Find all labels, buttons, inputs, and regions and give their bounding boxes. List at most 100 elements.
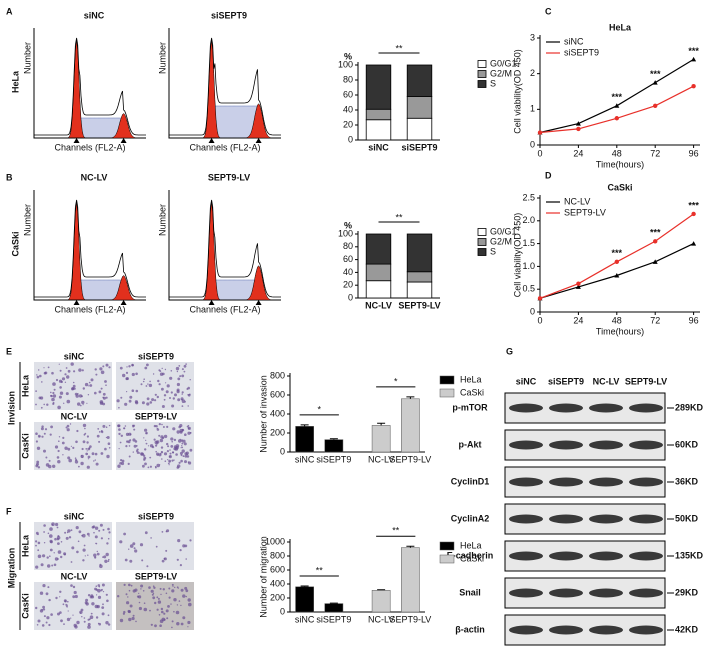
cell xyxy=(131,372,135,377)
cell xyxy=(71,546,75,550)
cell xyxy=(160,435,164,439)
bar-segment xyxy=(406,233,433,273)
cell xyxy=(57,449,60,453)
cell xyxy=(145,442,148,445)
cell xyxy=(157,597,160,600)
cell xyxy=(177,539,181,543)
cell xyxy=(48,598,51,602)
cell xyxy=(143,602,146,604)
cell xyxy=(51,371,54,375)
cell xyxy=(100,537,103,540)
cell xyxy=(53,388,56,391)
lane-label: siNC xyxy=(516,376,537,386)
cell xyxy=(125,445,128,448)
cell xyxy=(102,396,106,400)
cell xyxy=(51,564,54,567)
cell xyxy=(36,374,38,376)
cell xyxy=(82,559,85,562)
cell xyxy=(161,451,163,453)
cell xyxy=(129,604,133,608)
cell xyxy=(183,370,186,373)
cell xyxy=(156,608,159,611)
x-tick-label: 96 xyxy=(689,315,699,325)
cell xyxy=(187,626,189,628)
cell xyxy=(155,450,157,453)
cell xyxy=(140,383,143,386)
cell xyxy=(49,555,51,557)
point xyxy=(614,273,620,278)
cell xyxy=(153,438,156,441)
cell xyxy=(179,375,182,378)
sig-label: *** xyxy=(650,228,661,238)
cell xyxy=(100,370,105,375)
band xyxy=(549,625,583,635)
y-tick-label: 2.0 xyxy=(522,215,535,225)
sig-label: * xyxy=(394,376,398,386)
cell xyxy=(57,542,60,545)
cell xyxy=(176,382,180,387)
cell xyxy=(94,452,98,456)
cell xyxy=(46,556,49,559)
legend-label: siNC xyxy=(564,36,584,46)
cell xyxy=(65,392,69,396)
flow-x-label: Channels (FL2-A) xyxy=(54,142,125,152)
cell xyxy=(65,604,68,607)
cell xyxy=(73,370,76,373)
size-label: 36KD xyxy=(675,476,699,486)
cell xyxy=(126,391,128,393)
cell xyxy=(106,599,109,603)
cell xyxy=(50,391,52,394)
cell xyxy=(144,448,147,451)
x-tick-label: SEPT9-LV xyxy=(389,454,431,464)
legend-label: siSEPT9 xyxy=(564,47,599,57)
bar-segment xyxy=(406,96,433,119)
cell xyxy=(51,522,55,526)
cell xyxy=(89,445,92,448)
bar-segment xyxy=(365,263,392,282)
point xyxy=(614,259,619,265)
cell xyxy=(82,533,86,538)
cell xyxy=(85,598,89,602)
cell xyxy=(116,399,120,403)
cell xyxy=(98,440,101,443)
y-tick-label: 800 xyxy=(270,550,285,560)
cell xyxy=(163,394,167,397)
cell xyxy=(48,459,51,462)
cell xyxy=(133,428,136,431)
cell xyxy=(186,455,190,458)
cell xyxy=(88,385,90,387)
cell xyxy=(144,366,148,370)
cell xyxy=(154,624,157,628)
protein-label: E-cadherin xyxy=(447,550,494,560)
cell xyxy=(35,544,37,547)
cell xyxy=(145,439,147,441)
legend-label: G0/G1 xyxy=(490,226,517,236)
cell xyxy=(100,452,104,455)
cell xyxy=(81,534,83,537)
x-tick-label: 48 xyxy=(612,315,622,325)
cell xyxy=(168,464,170,466)
cell xyxy=(142,464,145,468)
cell xyxy=(181,442,184,445)
y-tick-label: 1.5 xyxy=(522,238,535,248)
cell xyxy=(184,544,188,548)
cell xyxy=(172,585,174,587)
cell xyxy=(184,433,187,437)
cell xyxy=(100,589,103,592)
cell xyxy=(97,605,99,608)
point xyxy=(575,121,581,126)
cell xyxy=(181,449,185,453)
cell xyxy=(47,366,50,369)
cell xyxy=(144,531,148,535)
y-label: Cell viability(OD 450) xyxy=(512,213,522,298)
flow-y-label: Number xyxy=(22,204,32,236)
legend-swatch xyxy=(439,388,455,398)
cell xyxy=(169,449,171,451)
cell xyxy=(158,434,161,437)
outline xyxy=(169,37,281,136)
cell xyxy=(161,610,164,614)
cell xyxy=(87,622,91,626)
cell xyxy=(101,430,104,434)
cell xyxy=(163,557,167,561)
band xyxy=(549,440,583,450)
